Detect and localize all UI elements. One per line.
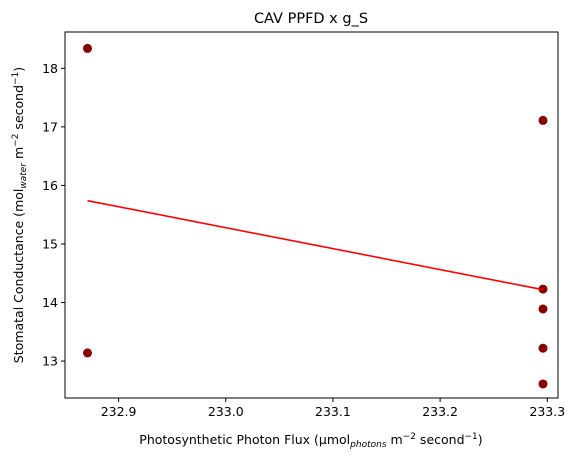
scatter-point bbox=[538, 304, 548, 314]
x-tick-label: 233.3 bbox=[529, 404, 565, 419]
y-axis: 13 14 15 16 17 18 bbox=[42, 61, 65, 369]
y-tick-label: 15 bbox=[42, 236, 58, 251]
x-axis-label-unit-second: second bbox=[416, 432, 465, 447]
y-axis-label-end: ) bbox=[11, 67, 26, 72]
y-axis-label-superscript-1: −2 bbox=[11, 134, 21, 147]
scatter-point bbox=[538, 379, 548, 389]
scatter-point bbox=[83, 348, 93, 358]
y-tick-label: 16 bbox=[42, 178, 58, 193]
y-tick-label: 14 bbox=[42, 295, 58, 310]
y-tick-label: 18 bbox=[42, 61, 58, 76]
scatter-point bbox=[83, 43, 93, 53]
y-axis-label: Stomatal Conductance (molwater m−2 secon… bbox=[11, 67, 29, 363]
trend-line bbox=[87, 199, 544, 291]
scatter-point bbox=[538, 115, 548, 125]
x-axis-label-superscript-2: −1 bbox=[465, 432, 478, 442]
y-axis-label-subscript: water bbox=[19, 162, 29, 189]
x-axis-label: Photosynthetic Photon Flux (µmolphotons … bbox=[139, 432, 482, 450]
x-tick-label: 233.0 bbox=[208, 404, 244, 419]
x-axis: 232.9 233.0 233.1 233.2 233.3 bbox=[101, 398, 565, 419]
x-axis-label-end: ) bbox=[478, 432, 483, 447]
x-tick-label: 233.1 bbox=[315, 404, 351, 419]
y-tick-label: 13 bbox=[42, 354, 58, 369]
y-axis-label-unit-second: second bbox=[11, 85, 26, 134]
plot-area bbox=[83, 43, 548, 389]
plot-frame bbox=[64, 31, 559, 399]
y-tick-label: 17 bbox=[42, 119, 58, 134]
scatter-point bbox=[538, 343, 548, 353]
x-axis-label-superscript-1: −2 bbox=[403, 432, 416, 442]
x-axis-label-main: Photosynthetic Photon Flux (µmol bbox=[139, 432, 350, 447]
y-axis-label-main: Stomatal Conductance (mol bbox=[11, 189, 26, 364]
x-axis-label-unit-m: m bbox=[387, 432, 403, 447]
y-axis-label-superscript-2: −1 bbox=[11, 72, 21, 85]
chart-title: CAV PPFD x g_S bbox=[254, 11, 368, 27]
x-tick-label: 232.9 bbox=[101, 404, 137, 419]
x-axis-label-subscript: photons bbox=[349, 440, 387, 450]
y-axis-label-unit-m: m bbox=[11, 147, 26, 163]
x-tick-label: 233.2 bbox=[422, 404, 458, 419]
